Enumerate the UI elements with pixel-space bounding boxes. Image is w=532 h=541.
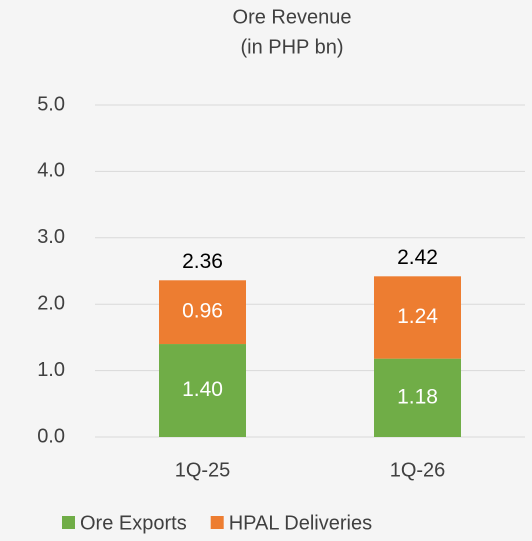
y-tick-label: 4.0 — [37, 160, 65, 182]
chart-title: Ore Revenue — [233, 6, 352, 28]
bar-segment — [374, 276, 461, 359]
data-label: 1.24 — [397, 305, 438, 328]
y-tick-label: 5.0 — [37, 93, 65, 115]
chart-subtitle: (in PHP bn) — [240, 36, 343, 58]
legend-label: HPAL Deliveries — [229, 512, 372, 534]
data-label: 0.96 — [182, 300, 223, 323]
y-tick-label: 2.0 — [37, 292, 65, 314]
data-label: 1.40 — [182, 378, 223, 401]
total-label: 2.36 — [182, 250, 223, 273]
data-label: 1.18 — [397, 385, 438, 408]
bar-segment — [159, 344, 246, 437]
y-tick-label: 0.0 — [37, 425, 65, 447]
legend-swatch — [62, 516, 75, 529]
bar-segment — [159, 280, 246, 345]
legend-swatch — [210, 516, 224, 529]
y-tick-label: 3.0 — [37, 226, 65, 248]
legend-label: Ore Exports — [80, 512, 187, 534]
y-tick-label: 1.0 — [37, 359, 65, 381]
x-tick-label: 1Q-25 — [175, 459, 231, 481]
bar-segment — [374, 358, 461, 437]
x-tick-label: 1Q-26 — [390, 459, 446, 481]
total-label: 2.42 — [397, 246, 438, 269]
